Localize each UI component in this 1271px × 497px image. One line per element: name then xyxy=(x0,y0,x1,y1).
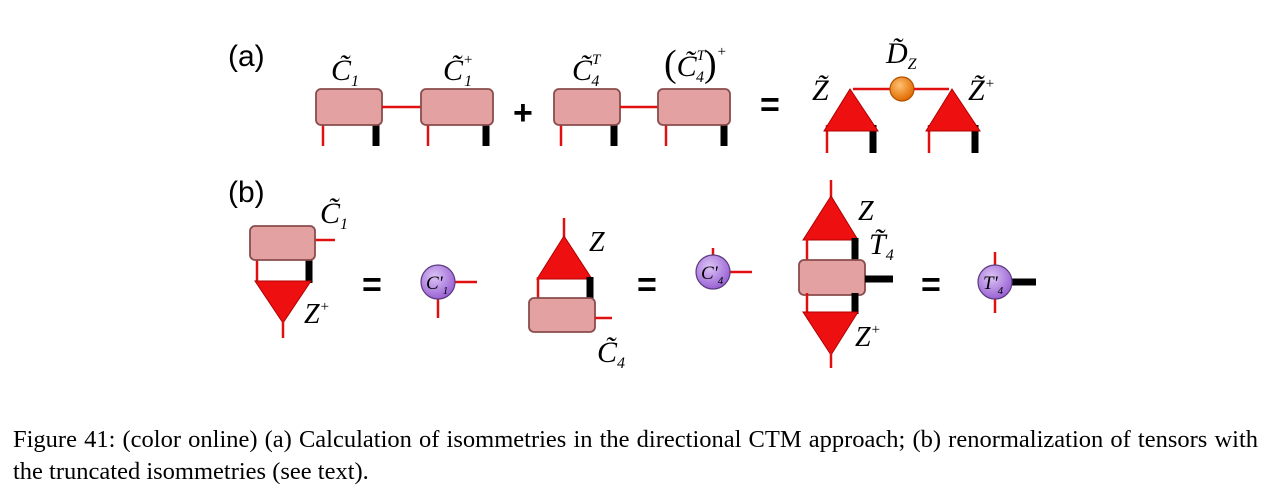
label-c4t: C̃T 4 xyxy=(572,52,602,90)
renormalized-c4 xyxy=(695,248,752,290)
tensor-c1-dagger xyxy=(420,88,494,146)
label-c1-dagger: C̃+ 1 xyxy=(443,52,473,90)
singular-value-dz xyxy=(889,76,915,102)
label-b-zplus2: Z+ xyxy=(855,322,881,353)
contraction-c4 xyxy=(528,218,612,333)
contraction-t4 xyxy=(798,180,893,368)
label-b-t4prime: T'4 xyxy=(983,273,1004,297)
equals-sign-b3: = xyxy=(921,266,941,304)
renormalized-c1 xyxy=(420,264,477,318)
figure-caption: Figure 41: (color online) (a) Calculatio… xyxy=(13,426,1258,485)
label-c1: C̃1 xyxy=(331,54,359,90)
label-b-t4: T̃4 xyxy=(869,228,894,264)
label-b-c4: C̃4 xyxy=(597,336,625,372)
isometry-z-tilde-dagger xyxy=(925,88,981,153)
equals-sign-b1: = xyxy=(362,266,382,304)
equals-sign-b2: = xyxy=(637,266,657,304)
tensor-c1 xyxy=(315,88,383,146)
label-b-c1: C̃1 xyxy=(320,197,348,233)
plus-sign: + xyxy=(513,94,533,132)
isometry-z-tilde xyxy=(823,88,879,153)
panel-b-label: (b) xyxy=(228,176,265,209)
equals-sign-a: = xyxy=(760,86,780,124)
label-z-tilde-dagger: Z̃+ xyxy=(968,74,995,107)
label-b-z2: Z xyxy=(858,196,874,227)
label-b-c4prime: C'4 xyxy=(701,263,724,287)
panel-a-label: (a) xyxy=(228,40,265,73)
contraction-c1 xyxy=(249,225,335,338)
figure-diagram: (a) C̃1 C̃+ 1 + C̃T 4 (C̃T 4)+ = xyxy=(228,37,1036,372)
label-b-z: Z xyxy=(589,227,605,258)
label-dz: D̃Z xyxy=(885,37,918,73)
tensor-c4t xyxy=(553,88,621,146)
label-b-c1prime: C'1 xyxy=(426,273,448,297)
label-b-zplus: Z+ xyxy=(304,299,330,330)
tensor-c4t-dagger xyxy=(657,88,731,146)
renormalized-t4 xyxy=(977,252,1036,313)
label-z-tilde: Z̃ xyxy=(812,74,829,107)
label-c4t-dagger: (C̃T 4)+ xyxy=(664,43,727,86)
